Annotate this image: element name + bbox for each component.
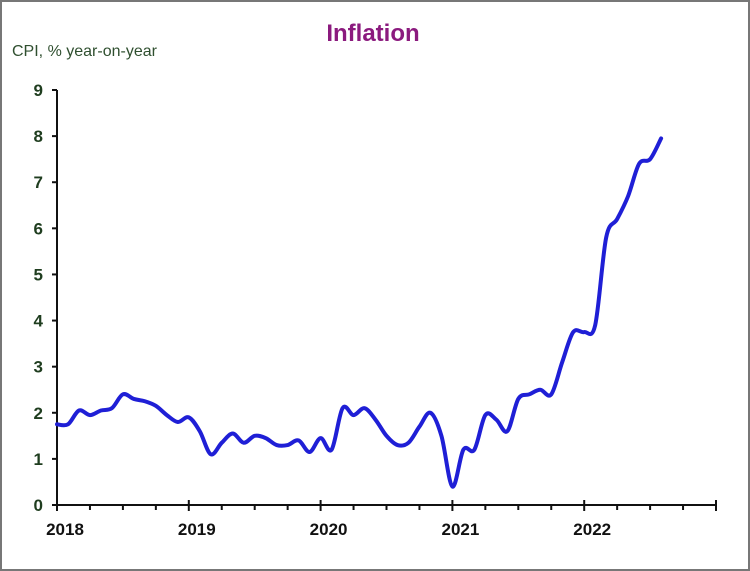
y-tick-label: 2 [34,404,43,423]
x-tick-label: 2020 [310,520,348,539]
y-tick-label: 4 [34,312,44,331]
y-tick-label: 9 [34,81,43,100]
series-line-cpi [55,136,664,489]
x-tick-label: 2022 [573,520,611,539]
y-tick-label: 7 [34,173,43,192]
y-tick-label: 0 [34,496,43,515]
y-tick-label: 6 [34,219,43,238]
y-tick-label: 8 [34,127,43,146]
y-tick-label: 5 [34,265,43,284]
x-tick-label: 2019 [178,520,216,539]
x-tick-label: 2018 [46,520,84,539]
x-tick-label: 2021 [441,520,479,539]
chart-title: Inflation [326,20,419,47]
y-tick-label: 3 [34,358,43,377]
y-axis-label: CPI, % year-on-year [12,43,158,60]
y-tick-label: 1 [34,450,43,469]
